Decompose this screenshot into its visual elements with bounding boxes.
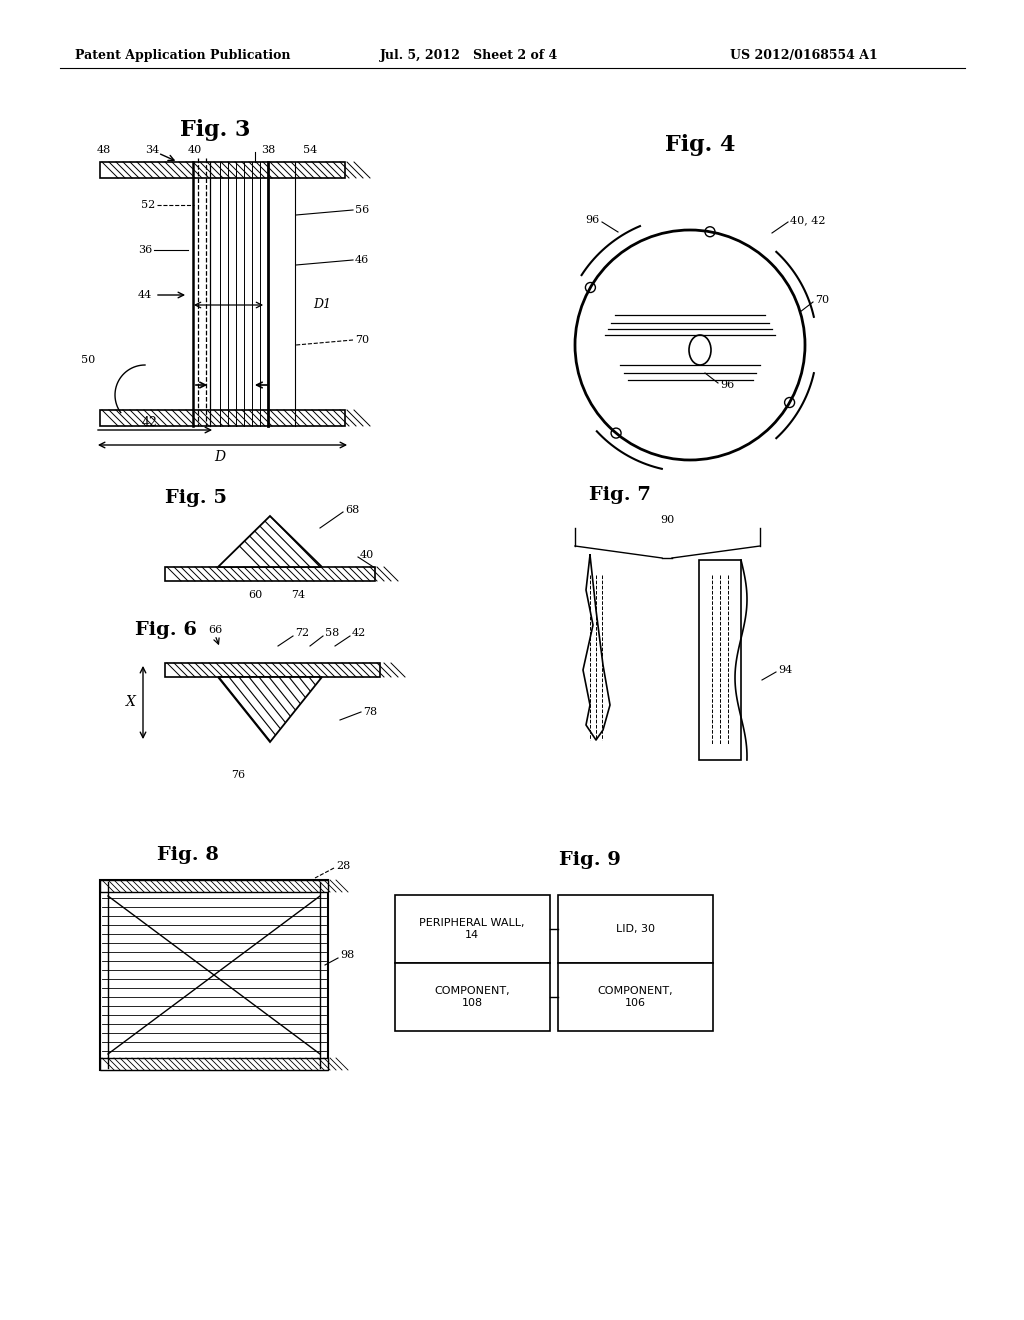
Bar <box>100 880 328 892</box>
Text: 78: 78 <box>362 708 377 717</box>
Text: 44: 44 <box>138 290 152 300</box>
Text: 94: 94 <box>778 665 793 675</box>
Text: 50: 50 <box>81 355 95 366</box>
Text: 36: 36 <box>138 246 152 255</box>
Text: COMPONENT,
106: COMPONENT, 106 <box>597 986 673 1007</box>
Text: 56: 56 <box>355 205 370 215</box>
Text: 46: 46 <box>355 255 370 265</box>
Text: 60: 60 <box>248 590 262 601</box>
Text: X: X <box>126 696 136 710</box>
Text: US 2012/0168554 A1: US 2012/0168554 A1 <box>730 49 878 62</box>
Text: 54: 54 <box>303 145 317 154</box>
Text: PERIPHERAL WALL,
14: PERIPHERAL WALL, 14 <box>419 919 524 940</box>
Text: 76: 76 <box>231 770 245 780</box>
Text: Fig. 3: Fig. 3 <box>180 119 250 141</box>
Text: Fig. 5: Fig. 5 <box>165 488 227 507</box>
Text: 58: 58 <box>325 628 339 638</box>
Bar <box>165 663 380 677</box>
Text: 72: 72 <box>295 628 309 638</box>
Text: Fig. 9: Fig. 9 <box>559 851 621 869</box>
Text: 40: 40 <box>187 145 202 154</box>
Text: Patent Application Publication: Patent Application Publication <box>75 49 291 62</box>
Text: D: D <box>214 450 225 465</box>
Text: 96: 96 <box>720 380 734 389</box>
Bar <box>558 964 713 1031</box>
Bar <box>165 568 375 581</box>
Bar <box>395 895 550 964</box>
Text: 40: 40 <box>360 550 374 560</box>
Text: 70: 70 <box>355 335 369 345</box>
Text: D1: D1 <box>313 298 331 312</box>
Bar <box>100 162 345 178</box>
Text: Fig. 6: Fig. 6 <box>135 620 197 639</box>
Text: 98: 98 <box>340 950 354 960</box>
Text: 28: 28 <box>336 861 350 871</box>
Text: 42: 42 <box>352 628 367 638</box>
Bar <box>100 1059 328 1071</box>
Text: 38: 38 <box>261 145 275 154</box>
Bar <box>100 411 345 426</box>
Text: 90: 90 <box>659 515 674 525</box>
Text: 68: 68 <box>345 506 359 515</box>
Text: 96: 96 <box>586 215 600 224</box>
Text: Fig. 8: Fig. 8 <box>157 846 219 865</box>
Text: 66: 66 <box>208 624 222 635</box>
Text: Fig. 4: Fig. 4 <box>665 135 735 156</box>
Text: LID, 30: LID, 30 <box>615 924 654 935</box>
Polygon shape <box>218 677 322 742</box>
Bar <box>100 880 328 1071</box>
Text: 40, 42: 40, 42 <box>790 215 825 224</box>
Text: 52: 52 <box>140 201 155 210</box>
Text: 34: 34 <box>144 145 159 154</box>
Text: 42: 42 <box>142 416 158 429</box>
Bar <box>699 560 741 760</box>
Text: 48: 48 <box>97 145 112 154</box>
Text: 74: 74 <box>291 590 305 601</box>
Bar <box>395 964 550 1031</box>
Polygon shape <box>218 516 322 568</box>
Text: Jul. 5, 2012   Sheet 2 of 4: Jul. 5, 2012 Sheet 2 of 4 <box>380 49 558 62</box>
Bar <box>558 895 713 964</box>
Text: Fig. 7: Fig. 7 <box>589 486 651 504</box>
Text: COMPONENT,
108: COMPONENT, 108 <box>434 986 510 1007</box>
Text: 70: 70 <box>815 294 829 305</box>
